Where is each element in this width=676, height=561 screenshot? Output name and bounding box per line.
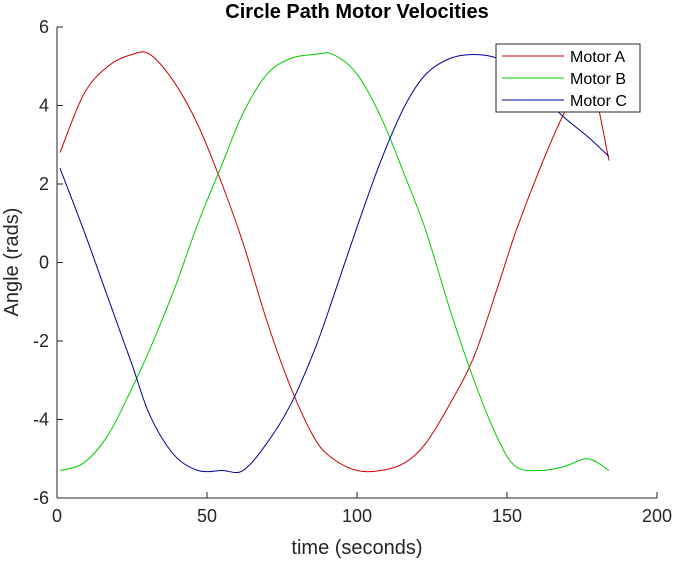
y-ticks: -6 -4 -2 0 2 4 6 [33, 17, 63, 508]
x-tick-label: 150 [492, 506, 522, 526]
x-tick-label: 100 [342, 506, 372, 526]
x-tick-label: 200 [642, 506, 672, 526]
x-tick-label: 0 [52, 506, 62, 526]
x-tick-label: 50 [197, 506, 217, 526]
y-tick-label: -4 [33, 410, 49, 430]
y-tick-label: 0 [39, 253, 49, 273]
x-axis-title: time (seconds) [291, 537, 422, 559]
y-tick-label: -2 [33, 331, 49, 351]
legend-label-2: Motor B [570, 71, 626, 88]
y-tick-label: -6 [33, 488, 49, 508]
x-ticks: 0 50 100 150 200 [52, 492, 672, 526]
legend-label-1: Motor A [570, 49, 625, 66]
y-tick-label: 4 [39, 96, 49, 116]
y-tick-label: 2 [39, 174, 49, 194]
legend-label-3: Motor C [570, 93, 627, 110]
legend: Motor A Motor B Motor C [495, 43, 641, 113]
y-axis-title: Angle (rads) [1, 208, 23, 317]
chart-title: Circle Path Motor Velocities [225, 1, 488, 23]
series-line-1 [59, 51, 610, 473]
series-line-2 [59, 52, 610, 472]
y-tick-label: 6 [39, 17, 49, 37]
